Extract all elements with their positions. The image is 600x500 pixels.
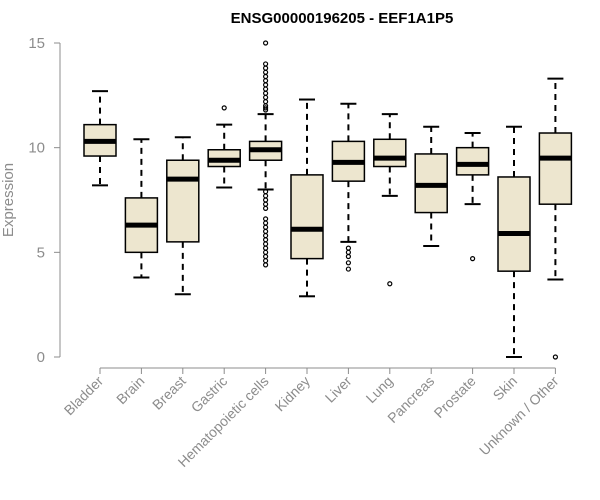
box-series bbox=[83, 40, 573, 360]
iqr-box bbox=[497, 176, 531, 272]
outlier-point bbox=[263, 253, 269, 260]
outlier-point bbox=[263, 245, 269, 251]
outlier-point bbox=[263, 90, 269, 96]
y-tick-label: 0 bbox=[37, 349, 45, 366]
outlier-point bbox=[470, 256, 476, 262]
box-group bbox=[331, 102, 366, 272]
outlier-point bbox=[263, 201, 269, 207]
x-tick-label: Liver bbox=[322, 373, 355, 406]
box-group bbox=[207, 105, 241, 189]
iqr-box bbox=[455, 146, 490, 176]
outlier-point bbox=[263, 73, 269, 80]
outlier-point bbox=[263, 224, 269, 230]
iqr-box bbox=[166, 159, 200, 243]
box-group bbox=[248, 40, 283, 268]
outlier-point bbox=[221, 105, 227, 111]
outlier-point bbox=[387, 281, 393, 287]
y-tick-label: 10 bbox=[28, 140, 45, 157]
outlier-point bbox=[263, 237, 269, 243]
box-group bbox=[455, 132, 490, 262]
x-tick-label: Breast bbox=[149, 373, 189, 413]
x-tick-label: Lung bbox=[363, 373, 396, 406]
box-group bbox=[124, 138, 159, 279]
outlier-point bbox=[263, 197, 269, 203]
y-tick-label: 5 bbox=[37, 244, 45, 261]
outlier-point bbox=[263, 220, 269, 226]
outlier-point bbox=[263, 40, 269, 46]
outlier-point bbox=[263, 105, 269, 111]
outlier-point bbox=[263, 69, 269, 75]
y-axis-label: Expression bbox=[0, 163, 17, 237]
box-group bbox=[497, 125, 531, 358]
y-tick-label: 15 bbox=[28, 35, 45, 52]
outlier-point bbox=[263, 262, 269, 268]
outlier-point bbox=[263, 94, 269, 101]
outlier-point bbox=[345, 253, 351, 260]
outlier-point bbox=[263, 99, 269, 105]
box-group bbox=[414, 125, 448, 248]
y-axis: 0 5 10 15 bbox=[28, 35, 61, 366]
box-group bbox=[83, 90, 117, 187]
x-tick-label: Unknown / Other bbox=[476, 373, 562, 459]
outlier-point bbox=[263, 258, 269, 264]
outlier-point bbox=[263, 205, 269, 211]
x-tick-label: Bladder bbox=[61, 373, 107, 419]
outlier-point bbox=[263, 78, 269, 84]
x-tick-label: Skin bbox=[490, 373, 521, 404]
box-group bbox=[538, 77, 573, 360]
box-group bbox=[373, 113, 407, 287]
outlier-point bbox=[345, 249, 351, 255]
outlier-point bbox=[263, 232, 269, 239]
x-tick-label: Kidney bbox=[272, 373, 314, 415]
box-group bbox=[166, 136, 200, 296]
outlier-point bbox=[263, 241, 269, 247]
outlier-point bbox=[263, 228, 269, 234]
x-tick-label: Prostate bbox=[431, 373, 479, 421]
outlier-point bbox=[345, 260, 351, 266]
outlier-point bbox=[345, 245, 351, 251]
chart-title: ENSG00000196205 - EEF1A1P5 bbox=[231, 10, 454, 27]
outlier-point bbox=[263, 193, 269, 199]
outlier-point bbox=[263, 216, 269, 222]
box-group bbox=[290, 98, 324, 298]
outlier-point bbox=[263, 107, 269, 113]
x-tick-label: Brain bbox=[113, 373, 147, 407]
iqr-box bbox=[373, 138, 407, 168]
outlier-point bbox=[263, 65, 269, 71]
outlier-point bbox=[263, 249, 269, 255]
iqr-box bbox=[538, 132, 573, 205]
outlier-point bbox=[263, 61, 269, 67]
outlier-point bbox=[345, 266, 351, 272]
outlier-point bbox=[263, 86, 269, 92]
outlier-point bbox=[263, 82, 269, 88]
iqr-box bbox=[290, 174, 324, 260]
outlier-point bbox=[552, 354, 559, 360]
